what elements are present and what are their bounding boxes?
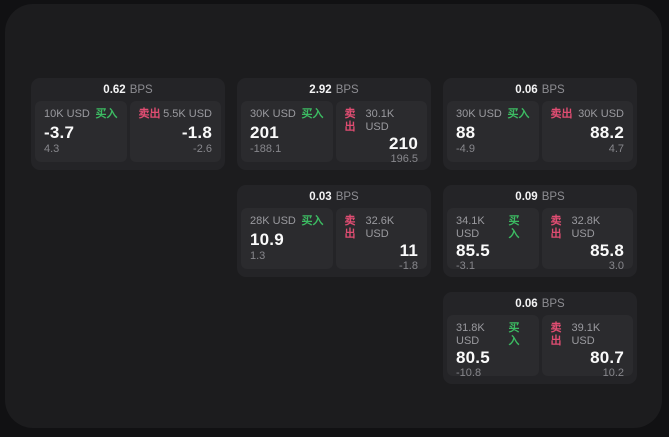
buy-tile[interactable]: 34.1K USD 买入 85.5 -3.1 [447,208,539,272]
sell-button[interactable]: 卖出 [550,215,562,240]
sell-price: 11 [399,241,418,260]
buy-price: 88 [456,122,476,142]
bps-header: 0.09 BPS [443,185,637,208]
sell-notional: 5.5K USD [163,108,212,120]
sell-button[interactable]: 卖出 [138,108,161,120]
buy-tile[interactable]: 30K USD 买入 88 -4.9 [447,101,539,162]
bps-unit: BPS [335,83,359,96]
sell-tile[interactable]: 卖出 32.6K USD 11 -1.8 [335,208,427,272]
quote-card: 0.03 BPS 28K USD 买入 10.9 1.3 卖出 32.6K US… [237,185,431,277]
quote-card: 0.06 BPS 30K USD 买入 88 -4.9 卖出 30K USD 8… [443,78,637,170]
buy-notional: 28K USD [250,215,296,227]
buy-delta: -3.1 [456,260,475,272]
bps-unit: BPS [541,190,565,203]
buy-delta: 4.3 [44,143,60,155]
bps-unit: BPS [541,297,565,310]
buy-button[interactable]: 买入 [507,108,530,120]
buy-notional: 30K USD [456,108,502,120]
buy-button[interactable]: 买入 [95,108,118,120]
bps-value: 0.62 [103,83,126,96]
bps-header: 2.92 BPS [237,78,431,101]
sell-price: 88.2 [590,122,624,142]
sell-notional: 30.1K USD [365,108,395,133]
buy-price: -3.7 [44,122,75,142]
buy-button[interactable]: 买入 [301,108,324,120]
sell-delta: 3.0 [608,260,624,272]
buy-tile[interactable]: 30K USD 买入 201 -188.1 [241,101,333,162]
sell-tile[interactable]: 卖出 39.1K USD 80.7 10.2 [541,315,633,379]
buy-price: 10.9 [250,229,284,249]
sell-notional: 32.8K USD [571,215,601,240]
sell-price: 85.8 [590,241,624,260]
sell-delta: 4.7 [608,143,624,155]
bps-value: 0.06 [515,83,538,96]
buy-price: 85.5 [456,241,490,260]
buy-price: 80.5 [456,348,490,367]
sell-button[interactable]: 卖出 [344,108,356,133]
sell-delta: 10.2 [602,367,624,379]
buy-delta: -188.1 [250,143,282,155]
bps-header: 0.62 BPS [31,78,225,101]
sell-tile[interactable]: 卖出 30.1K USD 210 196.5 [335,101,427,165]
sell-notional: 30K USD [578,108,624,120]
buy-button[interactable]: 买入 [508,322,520,347]
bps-unit: BPS [541,83,565,96]
buy-price: 201 [250,122,279,142]
buy-delta: -10.8 [456,367,482,379]
buy-delta: -4.9 [456,143,475,155]
sell-notional: 39.1K USD [571,322,601,347]
quote-card: 2.92 BPS 30K USD 买入 201 -188.1 卖出 30.1K … [237,78,431,170]
bps-unit: BPS [129,83,153,96]
sell-notional: 32.6K USD [365,215,395,240]
sell-price: 80.7 [590,348,624,367]
sell-price: -1.8 [181,122,212,142]
buy-tile[interactable]: 28K USD 买入 10.9 1.3 [241,208,333,269]
sell-tile[interactable]: 卖出 32.8K USD 85.8 3.0 [541,208,633,272]
bps-header: 0.06 BPS [443,78,637,101]
buy-button[interactable]: 买入 [301,215,324,227]
bps-header: 0.06 BPS [443,292,637,315]
sell-price: 210 [389,134,418,153]
sell-tile[interactable]: 卖出 5.5K USD -1.8 -2.6 [129,101,221,162]
buy-notional: 30K USD [250,108,296,120]
bps-value: 0.09 [515,190,538,203]
sell-button[interactable]: 卖出 [550,108,573,120]
sell-delta: -1.8 [399,260,418,272]
sell-button[interactable]: 卖出 [550,322,562,347]
sell-tile[interactable]: 卖出 30K USD 88.2 4.7 [541,101,633,162]
bps-unit: BPS [335,190,359,203]
buy-button[interactable]: 买入 [508,215,520,240]
buy-tile[interactable]: 10K USD 买入 -3.7 4.3 [35,101,127,162]
bps-value: 2.92 [309,83,332,96]
buy-notional: 31.8K USD [456,322,485,347]
buy-notional: 10K USD [44,108,90,120]
bps-value: 0.06 [515,297,538,310]
sell-delta: 196.5 [390,153,418,165]
buy-delta: 1.3 [250,250,266,262]
quote-card: 0.09 BPS 34.1K USD 买入 85.5 -3.1 卖出 32.8K… [443,185,637,277]
bps-header: 0.03 BPS [237,185,431,208]
sell-button[interactable]: 卖出 [344,215,356,240]
bps-value: 0.03 [309,190,332,203]
sell-delta: -2.6 [193,143,212,155]
buy-notional: 34.1K USD [456,215,485,240]
quote-card: 0.62 BPS 10K USD 买入 -3.7 4.3 卖出 5.5K USD… [31,78,225,170]
buy-tile[interactable]: 31.8K USD 买入 80.5 -10.8 [447,315,539,379]
quote-card: 0.06 BPS 31.8K USD 买入 80.5 -10.8 卖出 39.1… [443,292,637,384]
